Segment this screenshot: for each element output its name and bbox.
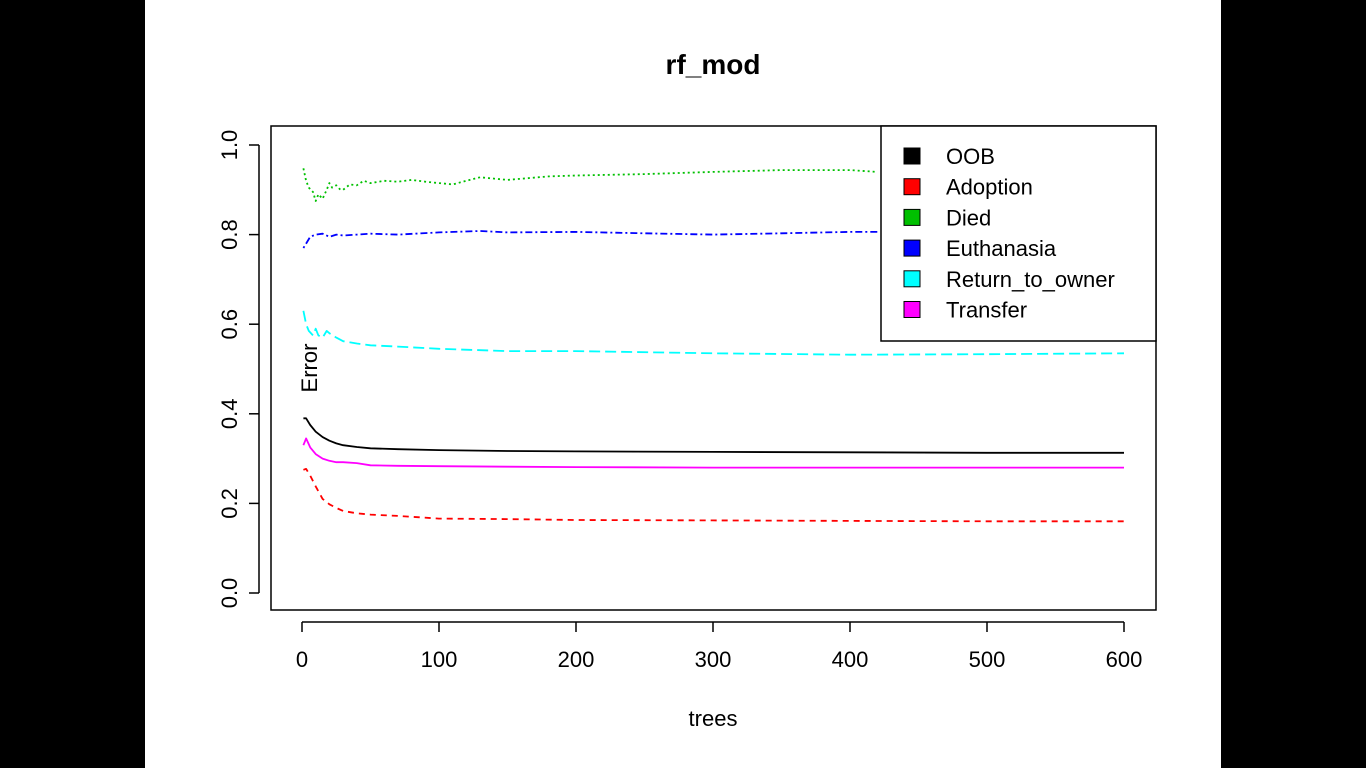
x-tick-label: 500 bbox=[969, 647, 1006, 672]
legend-swatch bbox=[903, 270, 921, 288]
x-tick-label: 600 bbox=[1106, 647, 1143, 672]
legend-box bbox=[880, 125, 1157, 342]
x-axis: 0 100 200 300 400 500 600 bbox=[296, 621, 1143, 672]
legend-label: Euthanasia bbox=[946, 236, 1057, 261]
y-tick-label: 0.6 bbox=[217, 309, 242, 340]
y-axis-label: Error bbox=[297, 344, 322, 393]
x-axis-label: trees bbox=[689, 706, 738, 731]
legend-swatch bbox=[903, 147, 921, 165]
legend-label: Return_to_owner bbox=[946, 267, 1115, 292]
x-tick-label: 400 bbox=[832, 647, 869, 672]
legend-swatch bbox=[903, 239, 921, 257]
series-line-died bbox=[302, 168, 878, 202]
y-axis: 0.0 0.2 0.4 0.6 0.8 1.0 bbox=[217, 130, 260, 609]
legend-label: Adoption bbox=[946, 175, 1033, 200]
y-tick-label: 0.8 bbox=[217, 219, 242, 250]
legend-swatch bbox=[903, 208, 921, 226]
legend-label: Transfer bbox=[946, 298, 1027, 323]
legend-swatch bbox=[903, 178, 921, 196]
y-tick-label: 0.2 bbox=[217, 488, 242, 519]
chart: rf_mod trees Error 0 100 200 300 400 500 600 0… bbox=[217, 49, 1157, 731]
x-tick-label: 100 bbox=[421, 647, 458, 672]
legend-label: Died bbox=[946, 205, 991, 230]
series-layer bbox=[302, 168, 1125, 523]
series-line-return-to-owner bbox=[302, 310, 1125, 356]
plot-panel: rf_mod trees Error 0 100 200 300 400 500 600 0… bbox=[145, 0, 1221, 768]
x-tick-label: 300 bbox=[695, 647, 732, 672]
legend: OOB Adoption Died Euthanasia Return_to_owner… bbox=[880, 125, 1157, 342]
chart-title: rf_mod bbox=[666, 49, 761, 80]
series-line-euthanasia bbox=[302, 230, 878, 249]
legend-label: OOB bbox=[946, 144, 995, 169]
x-tick-label: 0 bbox=[296, 647, 308, 672]
series-line-oob bbox=[303, 417, 1124, 454]
plot-frame bbox=[270, 125, 1157, 611]
y-tick-label: 0.4 bbox=[217, 399, 242, 430]
x-tick-label: 200 bbox=[558, 647, 595, 672]
y-tick-label: 1.0 bbox=[217, 130, 242, 161]
series-line-transfer bbox=[302, 437, 1124, 469]
series-line-adoption bbox=[303, 468, 1124, 523]
legend-swatch bbox=[903, 301, 921, 318]
y-tick-label: 0.0 bbox=[217, 578, 242, 609]
